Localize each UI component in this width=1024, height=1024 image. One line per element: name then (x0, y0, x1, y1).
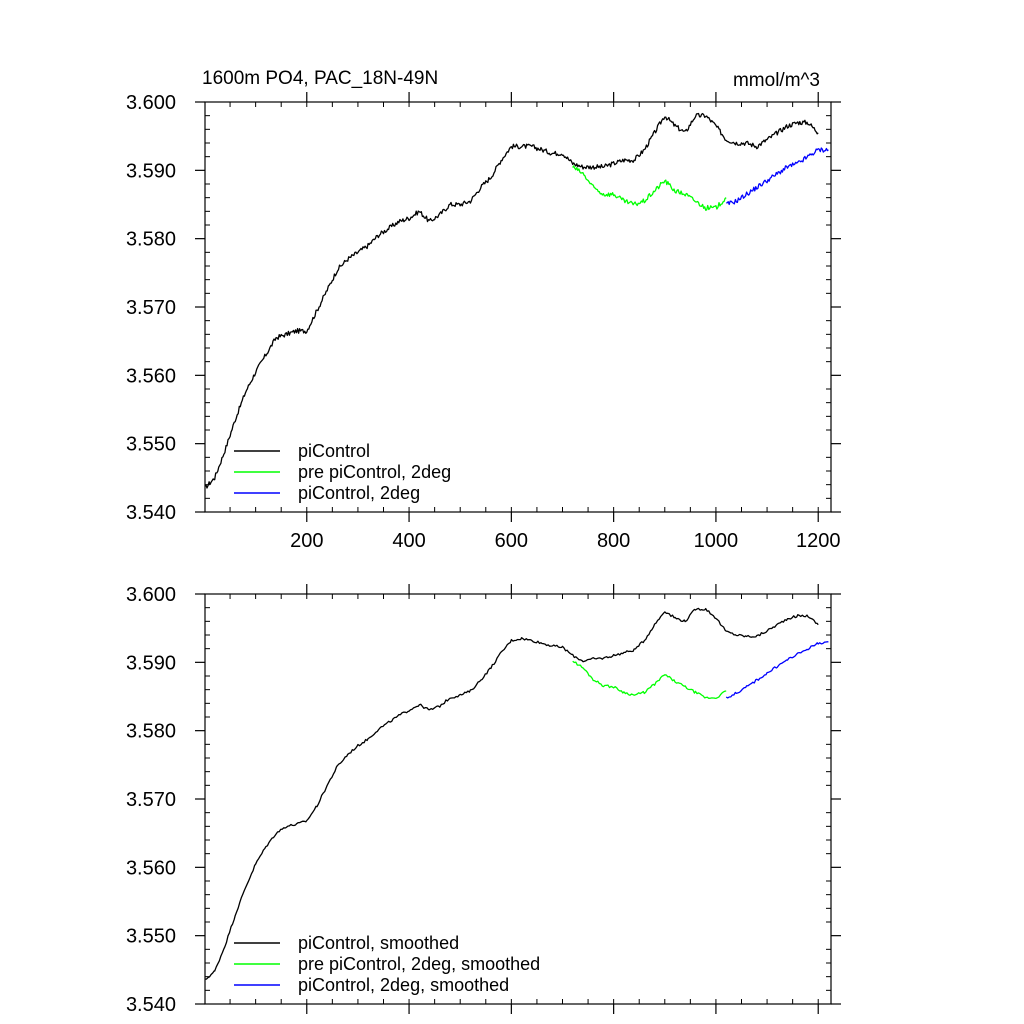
chart-panel-1: 200 400 600 800 1000 1200 3.540 3.550 3.560 3.570… (126, 68, 841, 552)
y-tick-label: 3.540 (126, 994, 176, 1016)
y-tick-label: 3.590 (126, 160, 176, 182)
y-tick-label: 3.570 (126, 789, 176, 811)
legend-label: piControl, 2deg, smoothed (298, 975, 509, 995)
series-line-3 (726, 147, 829, 206)
x-tick-label: 400 (392, 530, 425, 552)
y-tick-label: 3.570 (126, 297, 176, 319)
y-tick-label: 3.600 (126, 584, 176, 606)
units-label: mmol/m^3 (733, 70, 820, 91)
legend-label: piControl, smoothed (298, 933, 459, 953)
chart-panel-2: 3.540 3.550 3.560 3.570 3.580 3.590 3.600 piCon… (126, 584, 841, 1016)
y-tick-label: 3.550 (126, 926, 176, 948)
y-tick-label: 3.560 (126, 365, 176, 387)
y-tick-label: 3.540 (126, 502, 176, 524)
y-tick-label: 3.590 (126, 652, 176, 674)
series-line-1 (205, 607, 819, 980)
legend-label: pre piControl, 2deg (298, 462, 451, 482)
y-tick-label: 3.600 (126, 92, 176, 114)
x-tick-label: 1000 (694, 530, 739, 552)
legend-label: pre piControl, 2deg, smoothed (298, 954, 540, 974)
series-line-3 (725, 641, 829, 699)
x-tick-label: 800 (597, 530, 630, 552)
series-line-2 (572, 165, 727, 211)
x-tick-label: 200 (290, 530, 323, 552)
x-tick-label: 1200 (796, 530, 841, 552)
y-tick-label: 3.560 (126, 857, 176, 879)
x-tick-label: 600 (495, 530, 528, 552)
y-tick-label: 3.550 (126, 434, 176, 456)
y-tick-label: 3.580 (126, 721, 176, 743)
legend-label: piControl, 2deg (298, 483, 420, 503)
legend-label: piControl (298, 441, 370, 461)
chart-title: 1600m PO4, PAC_18N-49N (202, 68, 438, 89)
y-tick-label: 3.580 (126, 229, 176, 251)
series-line-2 (572, 660, 727, 700)
series-line-1 (204, 112, 819, 489)
